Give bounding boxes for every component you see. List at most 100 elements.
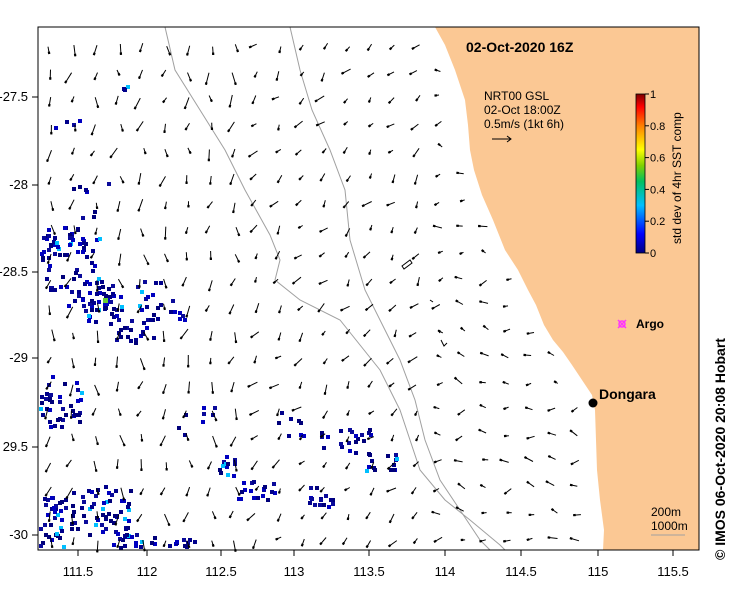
sst-pixel [87,314,91,318]
current-arrow-head [390,438,394,442]
sst-pixel [110,493,114,497]
current-arrow-head [182,519,186,523]
current-arrow-head [53,231,57,236]
current-arrow-head [388,47,393,51]
current-arrow-head [525,383,529,387]
current-arrow-head [94,231,98,235]
current-vectors [44,42,581,553]
current-arrow-head [437,251,441,255]
sst-pixel [53,424,57,428]
sst-pixel [270,490,274,494]
current-arrow-head [318,254,322,258]
current-arrow-head [163,307,166,311]
current-arrow-head [71,542,75,546]
sst-pixel [249,489,253,493]
sst-pixel [318,503,322,507]
sst-pixel [48,420,52,424]
sst-pixel [138,304,142,308]
sst-pixel [94,523,98,527]
current-arrow-head [65,495,69,500]
current-arrow-head [361,204,365,208]
sst-pixel [47,268,51,272]
sst-pixel [113,514,117,518]
current-arrow-head [137,386,141,390]
sst-pixel [110,312,114,316]
sst-pixel [287,434,291,438]
current-arrow-head [368,175,372,179]
current-arrow-head [298,488,302,492]
sst-pixel [82,241,86,245]
current-arrow-head [547,351,551,355]
sst-pixel [370,459,374,463]
sst-pixel [134,341,138,345]
current-arrow-head [141,233,145,237]
current-arrow-head [185,314,189,318]
sst-pixel [389,468,393,472]
sst-pixel [47,228,51,232]
sst-pixel [183,433,187,437]
isobath-1000m [164,26,506,551]
current-arrow-head [227,129,231,133]
sst-pixel [55,532,59,536]
sst-pixel [225,465,229,469]
current-arrow-head [276,518,280,522]
colorbar-tick-label: 0.4 [650,184,665,196]
current-arrow-head [69,177,73,182]
current-arrow-head [390,230,394,234]
sst-pixel [150,541,154,545]
current-arrow-head [187,545,191,549]
sst-pixel [256,496,260,500]
current-arrow-head [184,230,188,235]
sst-pixel [51,375,55,379]
sst-pixel [78,274,82,278]
current-arrow-head [409,72,413,76]
sst-pixel [252,496,256,500]
sst-pixel [116,532,120,536]
current-arrow-head [319,541,323,546]
sst-pixel [68,243,72,247]
current-arrow-head [344,254,348,259]
current-arrow-head [481,249,485,253]
sst-pixel [52,240,56,244]
sst-pixel [48,398,52,402]
sst-pixel [55,241,59,245]
current-arrow-head [250,124,254,128]
colorbar-tick-label: 0.2 [650,216,665,228]
sst-pixel [54,126,58,130]
sst-pixel [58,417,62,421]
sst-pixel [87,489,91,493]
current-arrow-head [435,174,439,178]
sst-pixel [49,393,53,397]
sst-pixel [356,437,360,441]
current-arrow-head [322,361,326,365]
sst-pixel [45,237,49,241]
current-arrow-head [118,412,122,416]
sst-pixel [100,280,104,284]
x-axis: 111.5 112 112.5 113 113.5 114 114.5 115 115.5 [63,550,689,579]
current-arrow-head [162,100,166,104]
current-arrow-head [204,82,208,85]
current-arrow-head [237,259,241,263]
current-arrow-head [367,99,371,103]
sst-pixel [171,299,175,303]
current-arrow-head [365,516,369,520]
current-arrow-head [319,229,323,233]
sst-pixel [120,308,124,312]
current-arrow-head [204,308,208,312]
current-arrow-head [254,279,257,283]
current-arrow-head [138,49,142,53]
current-arrow-head [390,413,394,417]
current-arrow-head [229,181,233,186]
current-arrow-head [135,128,140,132]
sst-pixel [97,277,101,281]
sst-pixel [101,530,105,534]
current-arrow-head [92,52,96,56]
sst-pixel [168,544,172,548]
current-arrow-head [388,520,392,524]
sst-pixel [326,435,330,439]
sst-pixel [152,336,156,340]
current-arrow-head [524,406,528,410]
sst-pixel [119,546,123,550]
dongara-marker-icon [588,398,598,408]
sst-pixel [39,527,43,531]
